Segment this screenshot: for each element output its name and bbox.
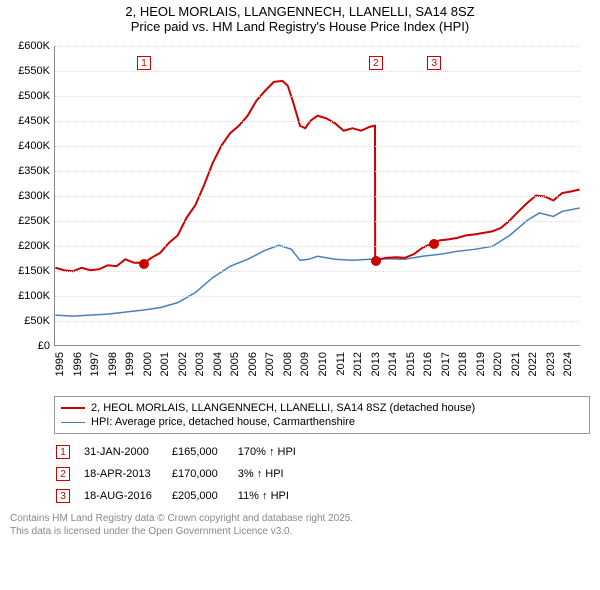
attribution-footer: Contains HM Land Registry data © Crown c…: [10, 512, 590, 538]
gridline: [55, 321, 580, 322]
gridline: [55, 171, 580, 172]
sale-change: 3% ↑ HPI: [238, 464, 314, 484]
sale-price: £205,000: [172, 486, 236, 506]
legend-swatch-hpi: [61, 422, 85, 423]
sale-marker-3: 3: [427, 56, 441, 70]
gridline: [55, 71, 580, 72]
y-tick-label: £100K: [10, 290, 50, 302]
sale-row-marker: 2: [56, 467, 70, 481]
y-tick-label: £50K: [10, 315, 50, 327]
sale-row-marker: 3: [56, 489, 70, 503]
legend-swatch-price-paid: [61, 407, 85, 409]
sale-row: 3 18-AUG-2016£205,00011% ↑ HPI: [56, 486, 314, 506]
footer-line-2: This data is licensed under the Open Gov…: [10, 525, 590, 538]
sale-price: £165,000: [172, 442, 236, 462]
title-line-2: Price paid vs. HM Land Registry's House …: [0, 19, 600, 34]
y-tick-label: £600K: [10, 40, 50, 52]
legend-row-price-paid: 2, HEOL MORLAIS, LLANGENNECH, LLANELLI, …: [61, 401, 583, 415]
sale-date: 18-AUG-2016: [84, 486, 170, 506]
gridline: [55, 221, 580, 222]
legend-row-hpi: HPI: Average price, detached house, Carm…: [61, 415, 583, 429]
sale-dot-3: [429, 239, 439, 249]
chart-area: £0 £50K £100K £150K £200K £250K £300K £350K £400…: [10, 36, 590, 392]
sale-price: £170,000: [172, 464, 236, 484]
series-line-price_paid: [55, 81, 579, 271]
y-tick-label: £350K: [10, 165, 50, 177]
gridline: [55, 96, 580, 97]
sale-row: 1 31-JAN-2000£165,000170% ↑ HPI: [56, 442, 314, 462]
gridline: [55, 246, 580, 247]
y-tick-label: £200K: [10, 240, 50, 252]
sale-dot-2: [371, 256, 381, 266]
y-tick-label: £250K: [10, 215, 50, 227]
gridline: [55, 296, 580, 297]
sale-date: 31-JAN-2000: [84, 442, 170, 462]
y-tick-label: £150K: [10, 265, 50, 277]
title-line-1: 2, HEOL MORLAIS, LLANGENNECH, LLANELLI, …: [0, 4, 600, 19]
sale-date: 18-APR-2013: [84, 464, 170, 484]
y-tick-label: £400K: [10, 140, 50, 152]
sale-dot-1: [139, 259, 149, 269]
sales-table: 1 31-JAN-2000£165,000170% ↑ HPI 2 18-APR-20…: [54, 440, 316, 508]
gridline: [55, 46, 580, 47]
sale-marker-2: 2: [369, 56, 383, 70]
legend-label-hpi: HPI: Average price, detached house, Carm…: [91, 416, 355, 428]
sale-row-marker: 1: [56, 445, 70, 459]
gridline: [55, 271, 580, 272]
legend-label-price-paid: 2, HEOL MORLAIS, LLANGENNECH, LLANELLI, …: [91, 402, 475, 414]
y-tick-label: £500K: [10, 90, 50, 102]
plot-area: 1 2 3: [54, 46, 580, 346]
legend: 2, HEOL MORLAIS, LLANGENNECH, LLANELLI, …: [54, 396, 590, 434]
sale-marker-1: 1: [137, 56, 151, 70]
gridline: [55, 196, 580, 197]
y-tick-label: £550K: [10, 65, 50, 77]
gridline: [55, 146, 580, 147]
sale-row: 2 18-APR-2013£170,0003% ↑ HPI: [56, 464, 314, 484]
footer-line-1: Contains HM Land Registry data © Crown c…: [10, 512, 590, 525]
title-block: 2, HEOL MORLAIS, LLANGENNECH, LLANELLI, …: [0, 0, 600, 36]
gridline: [55, 121, 580, 122]
chart-container: 2, HEOL MORLAIS, LLANGENNECH, LLANELLI, …: [0, 0, 600, 590]
x-tick-label: 2024: [562, 352, 600, 376]
y-tick-label: £450K: [10, 115, 50, 127]
sale-change: 170% ↑ HPI: [238, 442, 314, 462]
y-tick-label: £0: [10, 340, 50, 352]
sale-change: 11% ↑ HPI: [238, 486, 314, 506]
y-tick-label: £300K: [10, 190, 50, 202]
